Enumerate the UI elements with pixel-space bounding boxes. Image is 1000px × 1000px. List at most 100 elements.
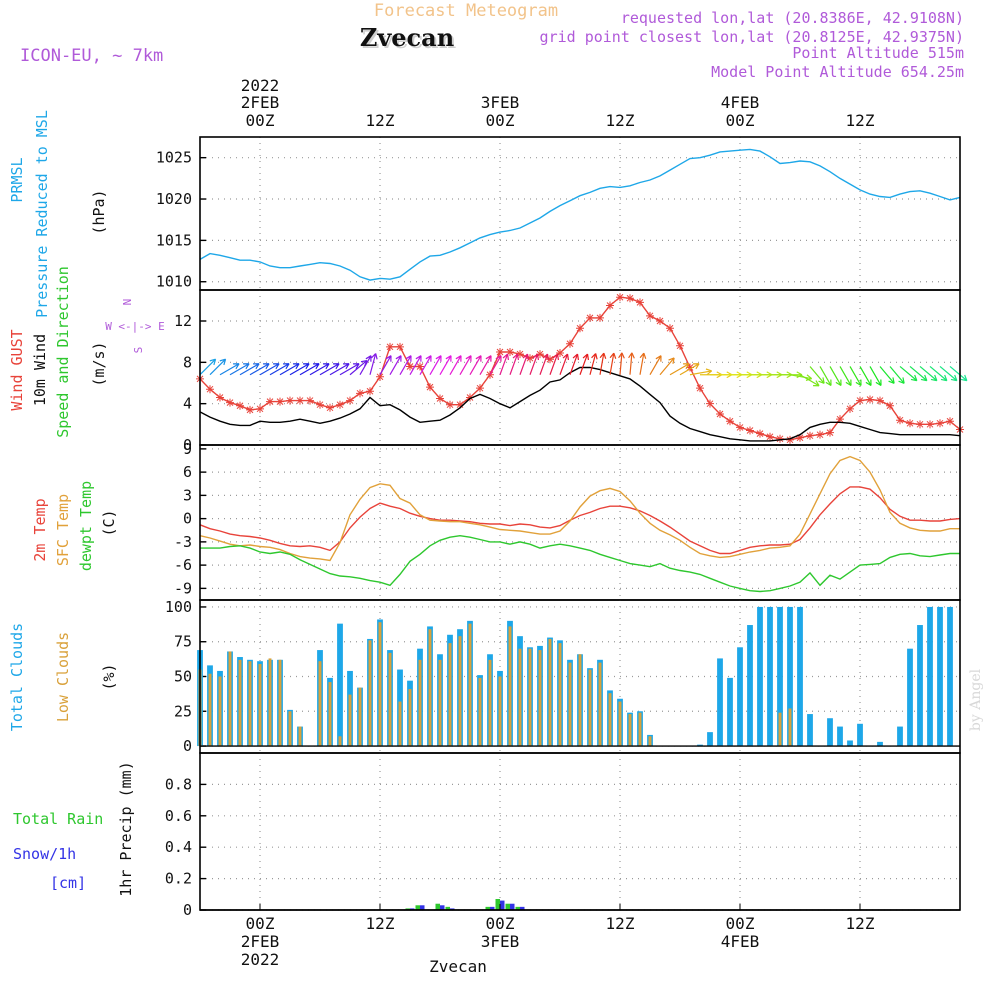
sfc-temp-label: SFC Temp (54, 494, 72, 566)
gust-marker (836, 415, 844, 424)
gust-marker (346, 396, 354, 405)
snow-bar (420, 905, 425, 910)
wind-arrow (939, 366, 958, 382)
top-tick-label: 00Z (486, 111, 515, 130)
temperature-panel: -9 -6 -3 0 3 6 9 (174, 440, 961, 601)
y-tick-label: 8 (183, 353, 192, 371)
wind-arrow (599, 352, 605, 375)
wind-speed-dir-label: Speed and Direction (54, 266, 72, 438)
wind-arrow-head (385, 355, 392, 362)
y-tick-label: -9 (174, 579, 192, 597)
wind-arrow-head (371, 353, 378, 360)
wind-arrow-head (655, 355, 662, 362)
rain-bar (495, 899, 500, 910)
wind-arrow (349, 360, 368, 376)
gust-marker (536, 350, 544, 359)
wind-arrow (849, 366, 862, 386)
low-cloud-bar (368, 640, 372, 747)
wind-arrow (269, 363, 290, 376)
gust-marker (276, 397, 284, 406)
wind-panel: 0 4 8 12 (174, 289, 968, 454)
y-tick-label: 1015 (156, 231, 192, 249)
low-cloud-bar (518, 648, 522, 747)
wind-arrow (659, 357, 675, 376)
gust-marker (386, 342, 394, 351)
bottom-tick-label: 00Z (246, 914, 275, 933)
wind-arrow-head (532, 353, 540, 361)
wind-arrow (649, 355, 662, 376)
y-tick-label: 50 (174, 668, 192, 686)
location-title-shadow: Zvecan (362, 25, 456, 54)
pressure-panel: 1010 1015 1020 1025 (156, 136, 961, 291)
compass-west-east: W <-|-> E (105, 320, 165, 333)
gust-marker (726, 417, 734, 426)
low-cloud-bar (508, 626, 512, 747)
low-cloud-bar (498, 676, 502, 747)
gust-marker (576, 324, 584, 333)
gust-marker (596, 313, 604, 322)
wind-arrow (839, 366, 852, 386)
gust-marker (316, 400, 324, 409)
low-cloud-bar (578, 654, 582, 747)
low-cloud-bar (248, 661, 252, 747)
gust-marker (366, 387, 374, 396)
low-cloud-bar (338, 736, 342, 747)
wind-arrow (689, 370, 712, 376)
gust-marker (356, 389, 364, 398)
gust-marker (756, 429, 764, 438)
wind-arrow-head (415, 355, 422, 362)
total-cloud-bar (797, 606, 803, 747)
gust-marker (626, 294, 634, 303)
wind-arrow (799, 374, 820, 387)
low-cloud-bar (548, 638, 552, 747)
gust-marker (766, 432, 774, 441)
rain-bar (435, 903, 440, 910)
low-cloud-bar (638, 712, 642, 747)
compass-north: N (121, 299, 134, 306)
wind-arrow-head (465, 355, 472, 362)
wind-arrow-head (435, 355, 442, 362)
low-cloud-bar (218, 676, 222, 747)
wind-arrow-head (273, 363, 280, 370)
snow-bar (440, 905, 445, 910)
dewpt-label: dewpt Temp (77, 481, 95, 571)
snow-bar (520, 906, 525, 910)
total-cloud-bar (907, 648, 913, 747)
wind-panel-labels: Wind GUST 10m Wind Speed and Direction (… (8, 266, 165, 438)
wind-arrow-head (253, 363, 260, 370)
total-cloud-bar (947, 606, 953, 747)
rain-bar (515, 906, 520, 910)
wind-arrow-head (639, 352, 647, 359)
y-tick-label: 3 (183, 486, 192, 504)
wind-arrow-head (405, 355, 412, 362)
rain-bar (485, 906, 490, 910)
total-cloud-bar (897, 726, 903, 747)
wind-arrow (859, 366, 872, 386)
y-tick-label: 0.8 (165, 775, 192, 793)
wind-arrow (219, 363, 240, 376)
bottom-tick-date: 2FEB (241, 932, 280, 951)
bottom-tick-year: 2022 (241, 950, 280, 969)
total-cloud-bar (757, 606, 763, 747)
gust-marker (886, 401, 894, 410)
wind-arrow (379, 355, 392, 376)
gust-marker (946, 417, 954, 426)
wind-arrow-head (950, 374, 958, 382)
gust-marker (636, 298, 644, 307)
top-tick-label: 00Z (246, 111, 275, 130)
wind-arrow-head (522, 353, 530, 361)
low-cloud-bar (208, 673, 212, 747)
total-cloud-bar (707, 732, 713, 747)
wind-arrow-head (219, 358, 227, 366)
total-cloud-bar (917, 625, 923, 747)
prmsl-label: PRMSL (8, 157, 26, 202)
wind-arrow-head (818, 377, 825, 384)
bottom-tick-date: 4FEB (721, 932, 760, 951)
wind-arrow-head (283, 363, 290, 370)
gust-marker (906, 419, 914, 428)
total-cloud-bar (877, 741, 883, 747)
wind-arrow-head (875, 379, 882, 387)
wind-arrow-head (512, 353, 520, 361)
bottom-tick-label: 12Z (846, 914, 875, 933)
wind-arrow (629, 352, 633, 375)
